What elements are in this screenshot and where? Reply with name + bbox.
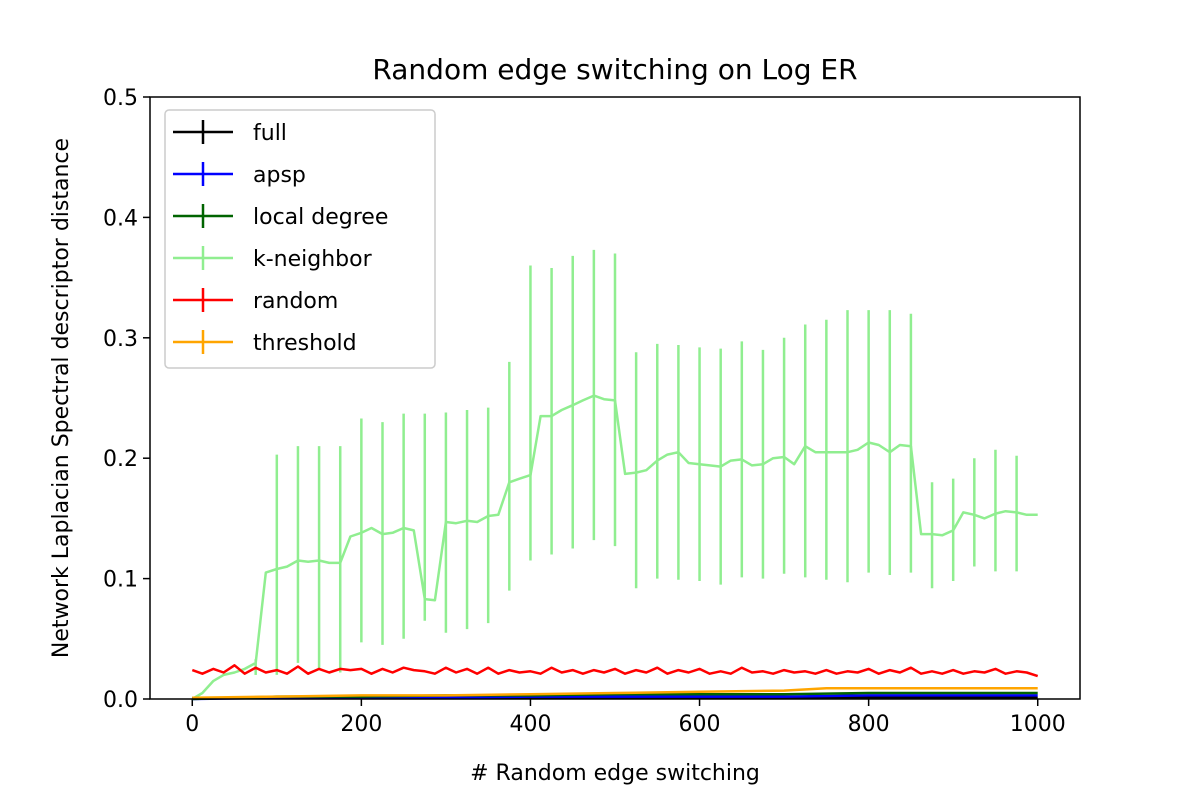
y-axis-label: Network Laplacian Spectral descriptor di… bbox=[49, 138, 74, 658]
chart-title: Random edge switching on Log ER bbox=[372, 53, 857, 86]
y-tick-label: 0.5 bbox=[103, 86, 138, 111]
plot-area bbox=[191, 249, 1039, 701]
x-tick-label: 600 bbox=[679, 712, 721, 737]
legend-label-full: full bbox=[253, 121, 287, 146]
y-tick-label: 0.4 bbox=[103, 206, 138, 231]
x-tick-label: 400 bbox=[509, 712, 551, 737]
series-line-threshold bbox=[192, 686, 1038, 700]
legend-label-apsp: apsp bbox=[253, 163, 306, 188]
legend: full apsp local degree k-neighbor random thre… bbox=[164, 109, 436, 369]
series-line-random bbox=[191, 664, 1039, 678]
x-tick-label: 0 bbox=[185, 712, 199, 737]
x-axis-label: # Random edge switching bbox=[470, 761, 760, 786]
y-tick-label: 0.1 bbox=[103, 568, 138, 593]
y-tick-label: 0.0 bbox=[103, 688, 138, 713]
legend-label-k-neighbor: k-neighbor bbox=[253, 247, 373, 272]
legend-label-local-degree: local degree bbox=[253, 205, 388, 230]
legend-box bbox=[164, 109, 436, 369]
x-tick-label: 800 bbox=[848, 712, 890, 737]
axis-ticks: 0 200 400 600 800 1000 0.0 0.1 0.2 0.3 0.4 0.5 bbox=[103, 86, 1066, 737]
y-tick-label: 0.3 bbox=[103, 327, 138, 352]
x-tick-label: 1000 bbox=[1010, 712, 1066, 737]
x-tick-label: 200 bbox=[340, 712, 382, 737]
legend-label-random: random bbox=[253, 289, 338, 314]
plot-frame bbox=[149, 96, 1081, 700]
y-tick-label: 0.2 bbox=[103, 447, 138, 472]
legend-label-threshold: threshold bbox=[253, 331, 357, 356]
series-line-k-neighbor bbox=[191, 394, 1038, 701]
